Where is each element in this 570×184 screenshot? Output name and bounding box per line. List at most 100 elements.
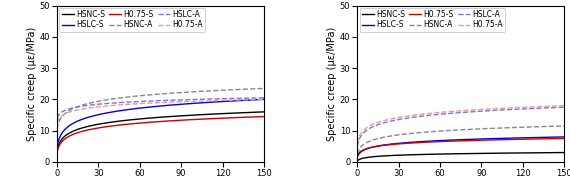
HSNC-A bbox=[407, 132, 414, 135]
Y-axis label: Specific creep (με/MPa): Specific creep (με/MPa) bbox=[327, 27, 337, 141]
HSLC-S bbox=[90, 115, 97, 117]
HSLC-A bbox=[176, 99, 182, 101]
HSLC-S bbox=[192, 102, 199, 104]
Line: H0.75-S: H0.75-S bbox=[357, 139, 564, 156]
HSLC-A bbox=[390, 119, 397, 122]
HSNC-A bbox=[354, 153, 361, 155]
H0.75-S bbox=[476, 139, 483, 141]
HSLC-S bbox=[260, 98, 267, 100]
HSNC-S bbox=[561, 151, 568, 154]
HSLC-S bbox=[354, 156, 361, 158]
HSLC-S bbox=[176, 103, 182, 106]
HSNC-S bbox=[90, 124, 97, 126]
HSNC-A bbox=[176, 92, 182, 94]
H0.75-A bbox=[492, 107, 499, 110]
H0.75-S bbox=[390, 143, 397, 145]
HSNC-A bbox=[447, 129, 454, 131]
HSNC-S bbox=[447, 153, 454, 155]
Legend: HSNC-S, HSLC-S, H0.75-S, HSNC-A, HSLC-A, H0.75-A: HSNC-S, HSLC-S, H0.75-S, HSNC-A, HSLC-A,… bbox=[360, 8, 505, 31]
HSLC-S bbox=[54, 147, 60, 149]
H0.75-A bbox=[54, 122, 60, 124]
HSNC-A bbox=[492, 127, 499, 129]
Line: HSNC-S: HSNC-S bbox=[57, 112, 264, 151]
HSLC-S bbox=[107, 111, 113, 113]
HSNC-A bbox=[107, 98, 113, 100]
HSNC-S bbox=[476, 152, 483, 155]
HSNC-A bbox=[510, 126, 516, 129]
HSLC-A bbox=[407, 116, 414, 119]
HSNC-A bbox=[561, 125, 568, 127]
HSNC-S bbox=[354, 160, 361, 162]
H0.75-S bbox=[260, 116, 267, 118]
HSLC-S bbox=[492, 137, 499, 140]
HSLC-A bbox=[107, 102, 113, 104]
HSLC-S bbox=[210, 101, 217, 103]
H0.75-S bbox=[176, 119, 182, 121]
H0.75-A bbox=[107, 105, 113, 107]
HSLC-S bbox=[447, 139, 454, 141]
HSLC-S bbox=[561, 136, 568, 138]
HSLC-S bbox=[476, 138, 483, 140]
Line: HSLC-A: HSLC-A bbox=[357, 107, 564, 146]
H0.75-A bbox=[407, 114, 414, 117]
HSNC-S bbox=[192, 114, 199, 116]
HSNC-A bbox=[390, 134, 397, 137]
H0.75-A bbox=[447, 110, 454, 113]
HSLC-A bbox=[210, 98, 217, 100]
HSNC-A bbox=[90, 101, 97, 103]
H0.75-A bbox=[510, 107, 516, 109]
Line: H0.75-A: H0.75-A bbox=[357, 106, 564, 143]
Line: HSLC-S: HSLC-S bbox=[357, 137, 564, 157]
H0.75-A bbox=[192, 100, 199, 102]
HSLC-A bbox=[476, 110, 483, 112]
HSLC-S bbox=[147, 106, 154, 108]
HSNC-A bbox=[192, 91, 199, 93]
HSLC-A bbox=[54, 117, 60, 119]
H0.75-A bbox=[260, 98, 267, 100]
HSNC-S bbox=[54, 150, 60, 152]
HSLC-A bbox=[147, 100, 154, 102]
H0.75-A bbox=[476, 108, 483, 111]
HSNC-A bbox=[260, 87, 267, 90]
Line: HSLC-S: HSLC-S bbox=[57, 99, 264, 148]
H0.75-S bbox=[90, 128, 97, 130]
HSNC-S bbox=[107, 121, 113, 123]
H0.75-A bbox=[354, 142, 361, 144]
HSLC-S bbox=[510, 137, 516, 139]
H0.75-S bbox=[192, 118, 199, 121]
HSNC-S bbox=[210, 113, 217, 115]
H0.75-S bbox=[492, 139, 499, 141]
HSNC-A bbox=[476, 128, 483, 130]
H0.75-A bbox=[210, 100, 217, 102]
HSNC-S bbox=[176, 115, 182, 117]
H0.75-S bbox=[107, 125, 113, 127]
Legend: HSNC-S, HSLC-S, H0.75-S, HSNC-A, HSLC-A, H0.75-A: HSNC-S, HSLC-S, H0.75-S, HSNC-A, HSLC-A,… bbox=[59, 8, 205, 31]
H0.75-A bbox=[90, 106, 97, 108]
H0.75-S bbox=[407, 142, 414, 144]
H0.75-S bbox=[147, 121, 154, 123]
HSNC-S bbox=[260, 111, 267, 113]
HSNC-S bbox=[147, 117, 154, 119]
H0.75-A bbox=[561, 105, 568, 107]
H0.75-S bbox=[561, 137, 568, 140]
H0.75-S bbox=[210, 117, 217, 120]
HSLC-S bbox=[390, 143, 397, 145]
Line: H0.75-A: H0.75-A bbox=[57, 99, 264, 123]
H0.75-A bbox=[176, 101, 182, 103]
H0.75-S bbox=[510, 138, 516, 141]
H0.75-A bbox=[390, 117, 397, 119]
Line: HSNC-S: HSNC-S bbox=[357, 153, 564, 161]
HSLC-A bbox=[192, 98, 199, 100]
HSLC-A bbox=[90, 104, 97, 106]
HSNC-S bbox=[407, 154, 414, 156]
HSLC-A bbox=[561, 106, 568, 108]
HSLC-A bbox=[260, 97, 267, 99]
HSNC-A bbox=[54, 128, 60, 130]
HSLC-S bbox=[407, 141, 414, 143]
H0.75-S bbox=[54, 151, 60, 154]
HSNC-S bbox=[492, 152, 499, 154]
Line: HSNC-A: HSNC-A bbox=[357, 126, 564, 154]
HSLC-A bbox=[492, 109, 499, 111]
HSNC-S bbox=[510, 152, 516, 154]
HSLC-A bbox=[447, 112, 454, 114]
